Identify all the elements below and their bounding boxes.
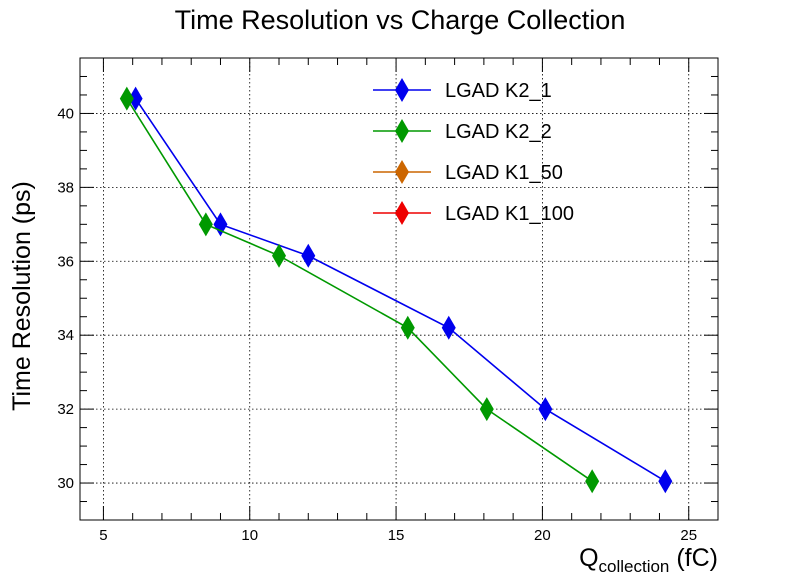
x-axis-label-subscript: collection xyxy=(599,557,670,576)
legend-marker xyxy=(395,119,409,143)
data-point-marker xyxy=(213,212,228,237)
legend-label: LGAD K2_1 xyxy=(445,80,552,102)
data-point-marker xyxy=(441,315,456,340)
data-point-marker xyxy=(119,86,134,111)
y-tick-label: 30 xyxy=(57,475,74,492)
grid xyxy=(80,58,718,520)
x-axis-label: Qcollection (fC) xyxy=(579,544,718,576)
legend-label: LGAD K2_2 xyxy=(445,121,552,143)
data-point-marker xyxy=(301,243,316,268)
data-point-marker xyxy=(272,243,287,268)
data-point-marker xyxy=(479,397,494,422)
data-point-marker xyxy=(538,397,553,422)
legend-label: LGAD K1_100 xyxy=(445,203,574,225)
plot-frame xyxy=(79,57,719,521)
y-axis-label: Time Resolution (ps) xyxy=(8,181,36,411)
y-tick-label: 40 xyxy=(57,105,74,122)
legend-marker xyxy=(395,160,409,184)
data-point-marker xyxy=(585,469,600,494)
legend-marker xyxy=(395,78,409,102)
x-tick-label: 5 xyxy=(99,527,107,544)
y-tick-label: 34 xyxy=(57,327,74,344)
legend-marker xyxy=(395,201,409,225)
data-point-marker xyxy=(400,315,415,340)
y-tick-label: 38 xyxy=(57,179,74,196)
x-tick-label: 25 xyxy=(680,527,697,544)
legend-label: LGAD K1_50 xyxy=(445,162,563,184)
x-tick-label: 15 xyxy=(388,527,405,544)
x-tick-label: 10 xyxy=(241,527,258,544)
x-tick-label: 20 xyxy=(534,527,551,544)
y-tick-label: 32 xyxy=(57,401,74,418)
data-point-marker xyxy=(128,86,143,111)
data-point-marker xyxy=(198,212,213,237)
data-point-marker xyxy=(658,469,673,494)
x-axis-label-main: Q xyxy=(579,544,598,572)
series-line xyxy=(126,98,593,482)
series-layer xyxy=(119,86,673,494)
chart-title: Time Resolution vs Charge Collection xyxy=(175,5,626,35)
axes: 5 10 15 20 25 30 32 34 36 38 40 xyxy=(57,57,719,544)
y-tick-label: 36 xyxy=(57,253,74,270)
legend: LGAD K2_1 LGAD K2_2 LGAD K1_50 LGAD K1_100 xyxy=(373,78,574,225)
series-line xyxy=(134,98,666,482)
x-axis-label-unit: (fC) xyxy=(669,544,718,572)
